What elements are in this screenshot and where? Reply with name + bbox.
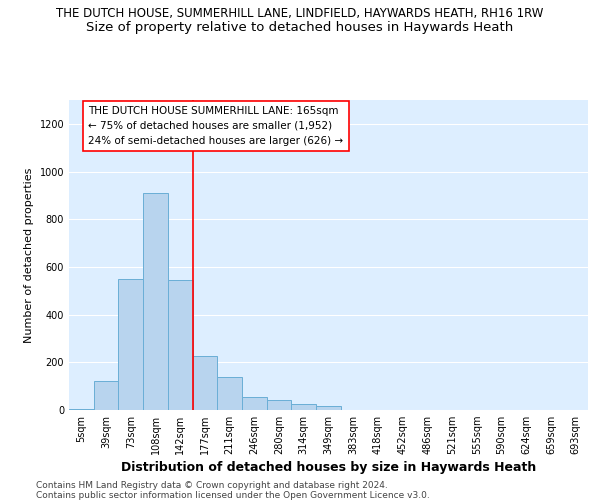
Bar <box>242 397 267 410</box>
Bar <box>292 404 316 410</box>
Text: Size of property relative to detached houses in Haywards Heath: Size of property relative to detached ho… <box>86 21 514 34</box>
Text: Contains public sector information licensed under the Open Government Licence v3: Contains public sector information licen… <box>36 490 430 500</box>
Bar <box>316 406 341 410</box>
Y-axis label: Number of detached properties: Number of detached properties <box>24 168 34 342</box>
Bar <box>69 409 94 410</box>
Bar <box>193 356 217 410</box>
Text: THE DUTCH HOUSE, SUMMERHILL LANE, LINDFIELD, HAYWARDS HEATH, RH16 1RW: THE DUTCH HOUSE, SUMMERHILL LANE, LINDFI… <box>56 8 544 20</box>
Bar <box>168 280 193 410</box>
Bar <box>217 376 242 410</box>
Bar <box>143 193 168 410</box>
Text: Contains HM Land Registry data © Crown copyright and database right 2024.: Contains HM Land Registry data © Crown c… <box>36 482 388 490</box>
Text: THE DUTCH HOUSE SUMMERHILL LANE: 165sqm
← 75% of detached houses are smaller (1,: THE DUTCH HOUSE SUMMERHILL LANE: 165sqm … <box>88 106 343 146</box>
Text: Distribution of detached houses by size in Haywards Heath: Distribution of detached houses by size … <box>121 461 536 474</box>
Bar <box>118 279 143 410</box>
Bar <box>94 382 118 410</box>
Bar <box>267 400 292 410</box>
